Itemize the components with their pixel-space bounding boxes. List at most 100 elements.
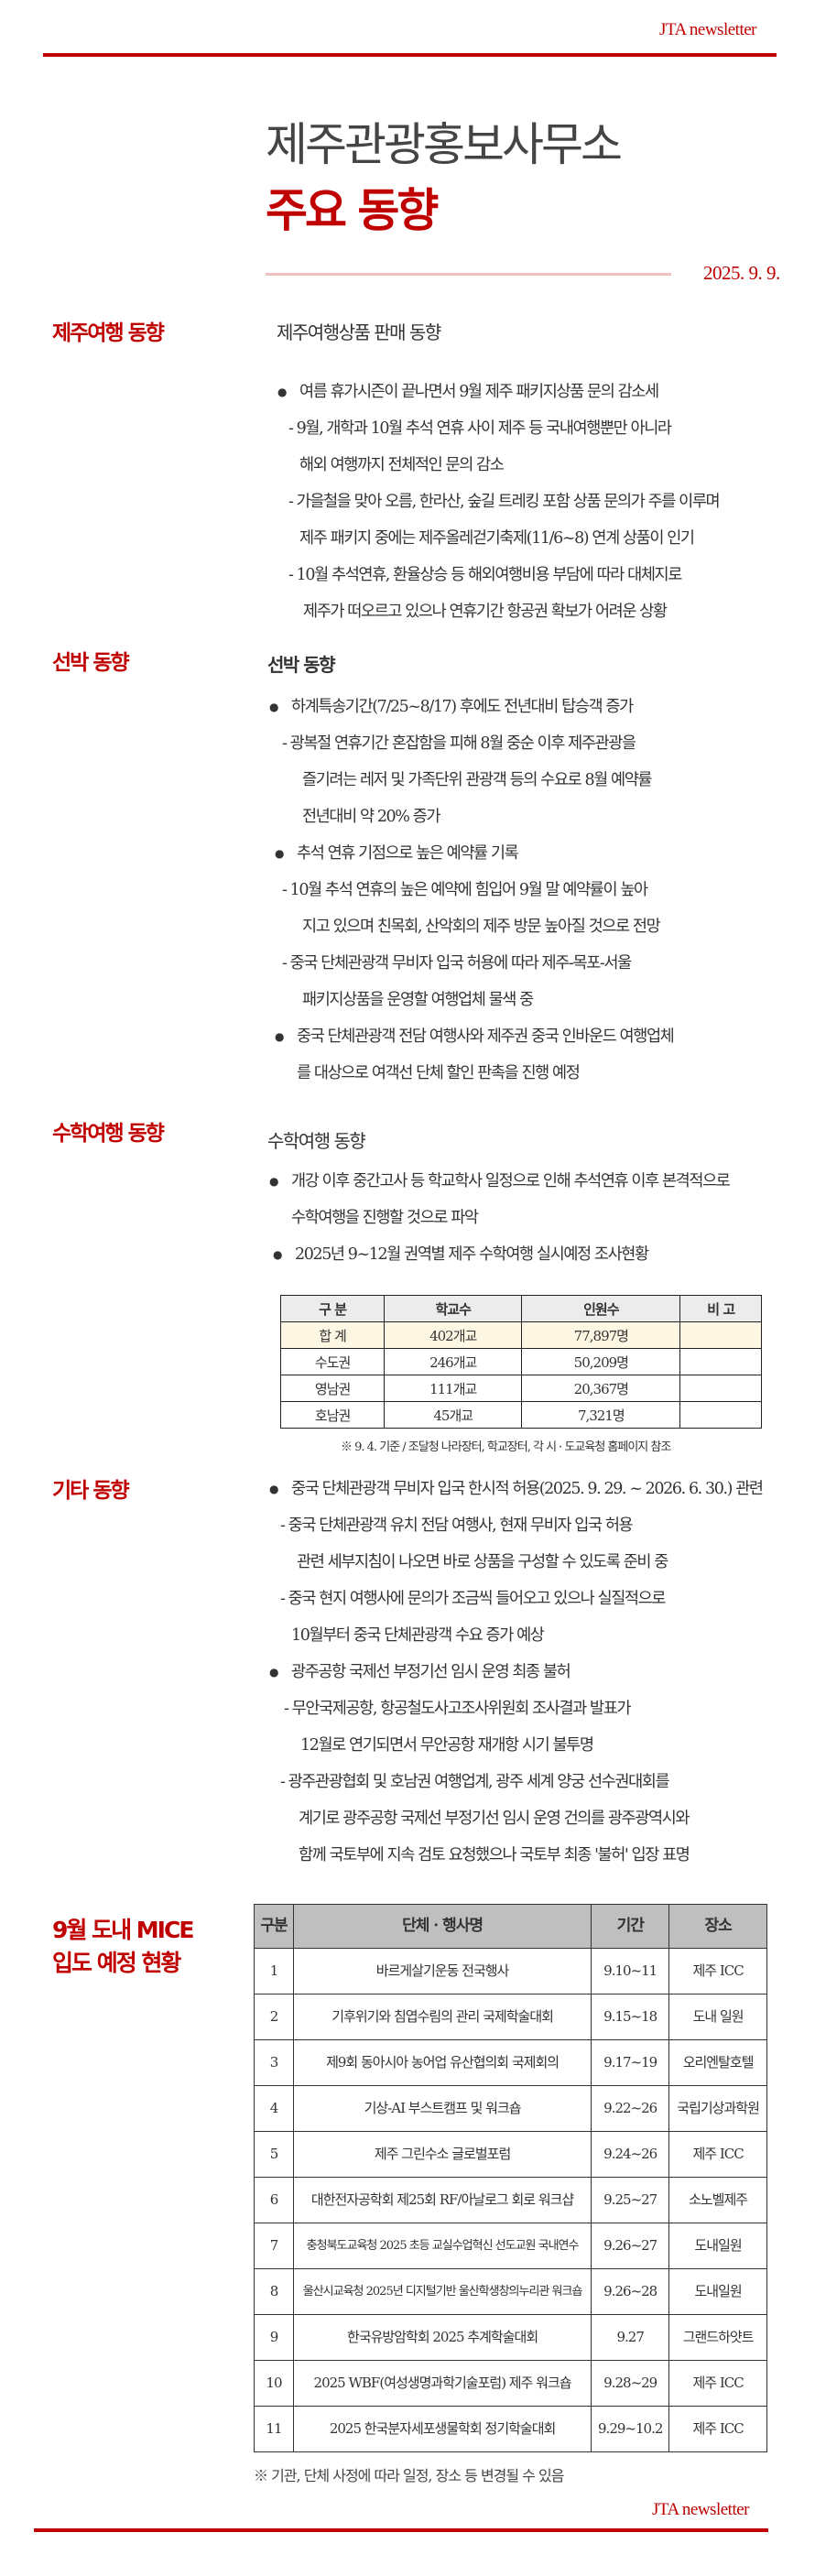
section-label-mice: 9월 도내 MICE 입도 예정 현황 [52, 1914, 194, 1981]
cell: 호남권 [279, 1401, 386, 1429]
cell: 영남권 [279, 1375, 386, 1402]
dash-item: - 10월 추석연휴, 환율상승 등 해외여행비용 부담에 따라 대체지로 [288, 566, 682, 584]
col-header: 장소 [668, 1904, 767, 1949]
text-line: 10월부터 중국 단체관광객 수요 증가 예상 [291, 1626, 545, 1645]
event-venue: 오리엔탈호텔 [668, 2039, 767, 2086]
event-period: 9.25~27 [591, 2177, 670, 2223]
event-name: 대한전자공학회 제25회 RF/아날로그 회로 워크샵 [292, 2177, 592, 2223]
col-header: 구 분 [279, 1295, 386, 1322]
text-line: 제주가 떠오르고 있으나 연휴기간 항공권 확보가 어려운 상황 [303, 603, 668, 621]
bullet-item: 하계특송기간(7/25~8/17) 후에도 전년대비 탑승객 증가 [269, 689, 668, 725]
text-line: 12월로 연기되면서 무안공항 재개항 시기 불투명 [300, 1736, 594, 1755]
event-venue: 제주 ICC [668, 1948, 767, 1994]
event-period: 9.22~26 [591, 2085, 670, 2132]
table-row: 3 제9회 동아시아 농어업 유산협의회 국제회의 9.17~19 오리엔탈호텔 [254, 2039, 767, 2086]
event-name: 울산시교육청 2025년 디지털기반 울산학생창의누리관 워크숍 [292, 2268, 592, 2315]
footer-brand: JTA newsletter [652, 2500, 749, 2519]
table-row: 4 기상-AI 부스트캠프 및 워크숍 9.22~26 국립기상과학원 [254, 2085, 767, 2132]
cell [679, 1321, 762, 1349]
label-line: 9월 도내 MICE [52, 1917, 194, 1943]
header-divider [43, 53, 777, 57]
dash-item: - 광주관광협회 및 호남권 여행업계, 광주 세계 양궁 선수권대회를 [280, 1773, 670, 1791]
event-name: 충청북도교육청 2025 초등 교실수업혁신 선도교원 국내연수 [292, 2223, 592, 2269]
section-label-ship: 선박 동향 [52, 651, 130, 675]
row-number: 3 [254, 2039, 294, 2086]
jeju-travel-content: 여름 휴가시즌이 끝나면서 9월 제주 패키지상품 문의 감소세 - 9월, 개… [277, 374, 730, 630]
text-line: 패키지상품을 운영할 여행업체 물색 중 [302, 991, 534, 1009]
bullet-item: 여름 휴가시즌이 끝나면서 9월 제주 패키지상품 문의 감소세 [277, 374, 730, 410]
col-header: 학교수 [384, 1295, 523, 1322]
label-line: 입도 예정 현황 [52, 1950, 181, 1977]
row-number: 8 [254, 2268, 294, 2315]
table-row: 영남권 111개교 20,367명 [279, 1375, 762, 1402]
cell: 합 계 [279, 1321, 386, 1349]
table-row: 7 충청북도교육청 2025 초등 교실수업혁신 선도교원 국내연수 9.26~27… [254, 2223, 767, 2269]
school-trip-table: 구 분 학교수 인원수 비 고 합 계 402개교 77,897명 수도권 24… [279, 1295, 762, 1429]
cell [679, 1401, 762, 1429]
header-brand: JTA newsletter [659, 20, 756, 39]
event-name: 제9회 동아시아 농어업 유산협의회 국제회의 [292, 2039, 592, 2086]
col-header: 기간 [591, 1904, 670, 1949]
cell: 50,209명 [521, 1348, 681, 1375]
event-period: 9.17~19 [591, 2039, 670, 2086]
section-label-jeju-travel: 제주여행 동향 [52, 321, 165, 345]
section-subtitle: 선박 동향 [267, 654, 336, 676]
ship-content: 하계특송기간(7/25~8/17) 후에도 전년대비 탑승객 증가 - 광복절 … [269, 689, 675, 1092]
table-row: 6 대한전자공학회 제25회 RF/아날로그 회로 워크샵 9.25~27 소노벨제주 [254, 2177, 767, 2223]
row-number: 10 [254, 2360, 294, 2407]
bullet-item: 광주공항 국제선 부정기선 임시 운영 최종 불허 [269, 1654, 763, 1690]
bullet-item: 중국 단체관광객 전담 여행사와 제주권 중국 인바운드 여행업체 [275, 1018, 675, 1055]
col-header: 비 고 [679, 1295, 762, 1322]
cell [679, 1348, 762, 1375]
event-name: 한국유방암학회 2025 추계학술대회 [292, 2314, 592, 2361]
table-row: 8 울산시교육청 2025년 디지털기반 울산학생창의누리관 워크숍 9.26~28… [254, 2268, 767, 2315]
row-number: 4 [254, 2085, 294, 2132]
table-row: 1 바르게살기운동 전국행사 9.10~11 제주 ICC [254, 1948, 767, 1994]
mice-table: 구분 단체 · 행사명 기간 장소 1 바르게살기운동 전국행사 9.10~11 제주… [254, 1904, 767, 2452]
event-venue: 제주 ICC [668, 2360, 767, 2407]
row-number: 7 [254, 2223, 294, 2269]
text-line: 해외 여행까지 전체적인 문의 감소 [299, 456, 505, 474]
event-period: 9.15~18 [591, 1994, 670, 2040]
mice-note: ※ 기관, 단체 사정에 따라 일정, 장소 등 변경될 수 있음 [254, 2467, 564, 2484]
event-name: 2025 WBF(여성생명과학기술포럼) 제주 워크숍 [292, 2360, 592, 2407]
dash-item: - 중국 현지 여행사에 문의가 조금씩 들어오고 있으나 실질적으로 [280, 1590, 666, 1608]
col-header: 인원수 [521, 1295, 681, 1322]
event-venue: 도내일원 [668, 2223, 767, 2269]
col-header: 단체 · 행사명 [292, 1904, 592, 1949]
row-number: 6 [254, 2177, 294, 2223]
issue-date: 2025. 9. 9. [703, 262, 780, 284]
table-row: 5 제주 그린수소 글로벌포럼 9.24~26 제주 ICC [254, 2131, 767, 2178]
bullet-item: 2025년 9~12월 권역별 제주 수학여행 실시예정 조사현황 [273, 1236, 733, 1273]
cell: 7,321명 [521, 1401, 681, 1429]
dash-item: - 광복절 연휴기간 혼잡함을 피해 8월 중순 이후 제주관광을 [282, 734, 636, 753]
event-venue: 그랜드하얏트 [668, 2314, 767, 2361]
event-period: 9.26~28 [591, 2268, 670, 2315]
event-venue: 제주 ICC [668, 2131, 767, 2178]
dash-item: - 9월, 개학과 10월 추석 연휴 사이 제주 등 국내여행뿐만 아니라 [288, 419, 672, 438]
row-number: 9 [254, 2314, 294, 2361]
title-divider [266, 273, 671, 276]
cell: 수도권 [279, 1348, 386, 1375]
table-row-total: 합 계 402개교 77,897명 [279, 1321, 762, 1349]
table-row: 10 2025 WBF(여성생명과학기술포럼) 제주 워크숍 9.28~29 제주 I… [254, 2360, 767, 2407]
event-period: 9.28~29 [591, 2360, 670, 2407]
col-header: 구분 [254, 1904, 294, 1949]
bullet-item: 추석 연휴 기점으로 높은 예약률 기록 [275, 835, 673, 872]
text-line: 제주 패키지 중에는 제주올레걷기축제(11/6~8) 연계 상품이 인기 [299, 529, 695, 548]
row-number: 11 [254, 2406, 294, 2452]
section-label-school-trip: 수학여행 동향 [52, 1122, 165, 1146]
event-name: 2025 한국분자세포생물학회 정기학술대회 [292, 2406, 592, 2452]
cell: 246개교 [384, 1348, 523, 1375]
table-row: 호남권 45개교 7,321명 [279, 1401, 762, 1429]
bullet-item: 중국 단체관광객 무비자 입국 한시적 허용(2025. 9. 29. ~ 20… [269, 1471, 764, 1507]
dash-item: - 10월 추석 연휴의 높은 예약에 힘입어 9월 말 예약률이 높아 [282, 881, 648, 899]
event-name: 바르게살기운동 전국행사 [292, 1948, 592, 1994]
text-line: 를 대상으로 여객선 단체 할인 판촉을 진행 예정 [297, 1064, 581, 1082]
text-line: 전년대비 약 20% 증가 [302, 808, 440, 826]
cell: 45개교 [384, 1401, 523, 1429]
table-note: ※ 9. 4. 기준 / 조달청 나라장터, 학교장터, 각 시 · 도교육청 … [341, 1440, 671, 1454]
page-subtitle: 주요 동향 [266, 184, 439, 237]
section-subtitle: 수학여행 동향 [267, 1130, 366, 1152]
event-period: 9.24~26 [591, 2131, 670, 2178]
